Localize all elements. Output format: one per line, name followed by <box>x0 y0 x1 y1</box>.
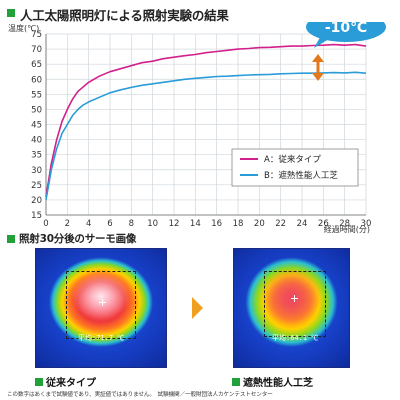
y-tick-label: 55 <box>31 90 42 100</box>
x-tick-label: 24 <box>297 219 308 229</box>
y-tick-label: 50 <box>31 105 42 115</box>
footnote: この数字はあくまで試験値であり、実証値ではありません。 試験機関／一般財団法人カ… <box>7 392 273 398</box>
thermo-section-title: 照射30分後のサーモ画像 <box>19 233 137 245</box>
y-tick-label: 15 <box>31 211 42 221</box>
x-tick-label: 6 <box>107 219 112 229</box>
difference-label: -10℃ <box>325 22 367 36</box>
x-tick-label: 16 <box>211 219 222 229</box>
x-tick-label: 12 <box>169 219 180 229</box>
page-title: 人工太陽照明灯による照射実験の結果 <box>20 8 229 23</box>
y-tick-label: 40 <box>31 136 42 146</box>
average-temp-conventional: 平均:71.7 ℃ <box>78 334 125 342</box>
thermal-image-conventional: 平均:71.7 ℃ <box>35 248 167 368</box>
x-tick-label: 20 <box>254 219 265 229</box>
measurement-area-box <box>66 271 136 339</box>
y-tick-label: 75 <box>31 30 42 40</box>
crosshair-icon <box>291 295 298 302</box>
difference-arrow <box>312 54 324 81</box>
thermal-label-heat-shield: 遮熱性能人工芝 <box>243 378 313 389</box>
y-tick-label: 30 <box>31 166 42 176</box>
y-tick-label: 20 <box>31 196 42 206</box>
series-line-b <box>45 71 367 201</box>
x-tick-label: 22 <box>275 219 286 229</box>
series-line-a <box>45 43 367 198</box>
x-tick-label: 8 <box>129 219 134 229</box>
green-square-icon <box>7 9 15 17</box>
x-tick-label: 14 <box>190 219 201 229</box>
green-square-icon <box>35 378 43 386</box>
x-tick-label: 10 <box>147 219 158 229</box>
legend-series-a: A：従来タイプ <box>264 154 321 165</box>
chart-legend: A：従来タイプ B：遮熱性能人工芝 <box>231 148 359 187</box>
x-tick-label: 30 <box>361 219 372 229</box>
y-axis-label: 温度(℃) <box>8 23 39 33</box>
x-tick-label: 0 <box>43 219 48 229</box>
average-temp-heat-shield: 平均:64.1 ℃ <box>272 334 319 342</box>
thermal-image-heat-shield: 平均:64.1 ℃ <box>233 248 350 368</box>
green-square-icon <box>232 378 240 386</box>
measurement-area-box <box>264 271 326 337</box>
green-square-icon <box>7 235 15 243</box>
thermal-label-conventional: 従来タイプ <box>46 378 96 389</box>
y-tick-label: 70 <box>31 45 42 55</box>
x-tick-label: 28 <box>339 219 350 229</box>
x-tick-label: 4 <box>86 219 91 229</box>
x-tick-label: 26 <box>318 219 329 229</box>
x-tick-label: 2 <box>65 219 70 229</box>
y-tick-label: 45 <box>31 121 42 131</box>
x-tick-label: 18 <box>233 219 244 229</box>
y-tick-label: 65 <box>31 60 42 70</box>
y-tick-label: 35 <box>31 151 42 161</box>
y-tick-label: 25 <box>31 181 42 191</box>
x-axis-label: 経過時間(分) <box>324 224 370 234</box>
crosshair-icon <box>99 299 106 306</box>
y-tick-label: 60 <box>31 75 42 85</box>
difference-annotation: -10℃ <box>306 22 386 48</box>
legend-series-b: B：遮熱性能人工芝 <box>264 170 338 181</box>
chevron-right-icon <box>192 297 203 319</box>
